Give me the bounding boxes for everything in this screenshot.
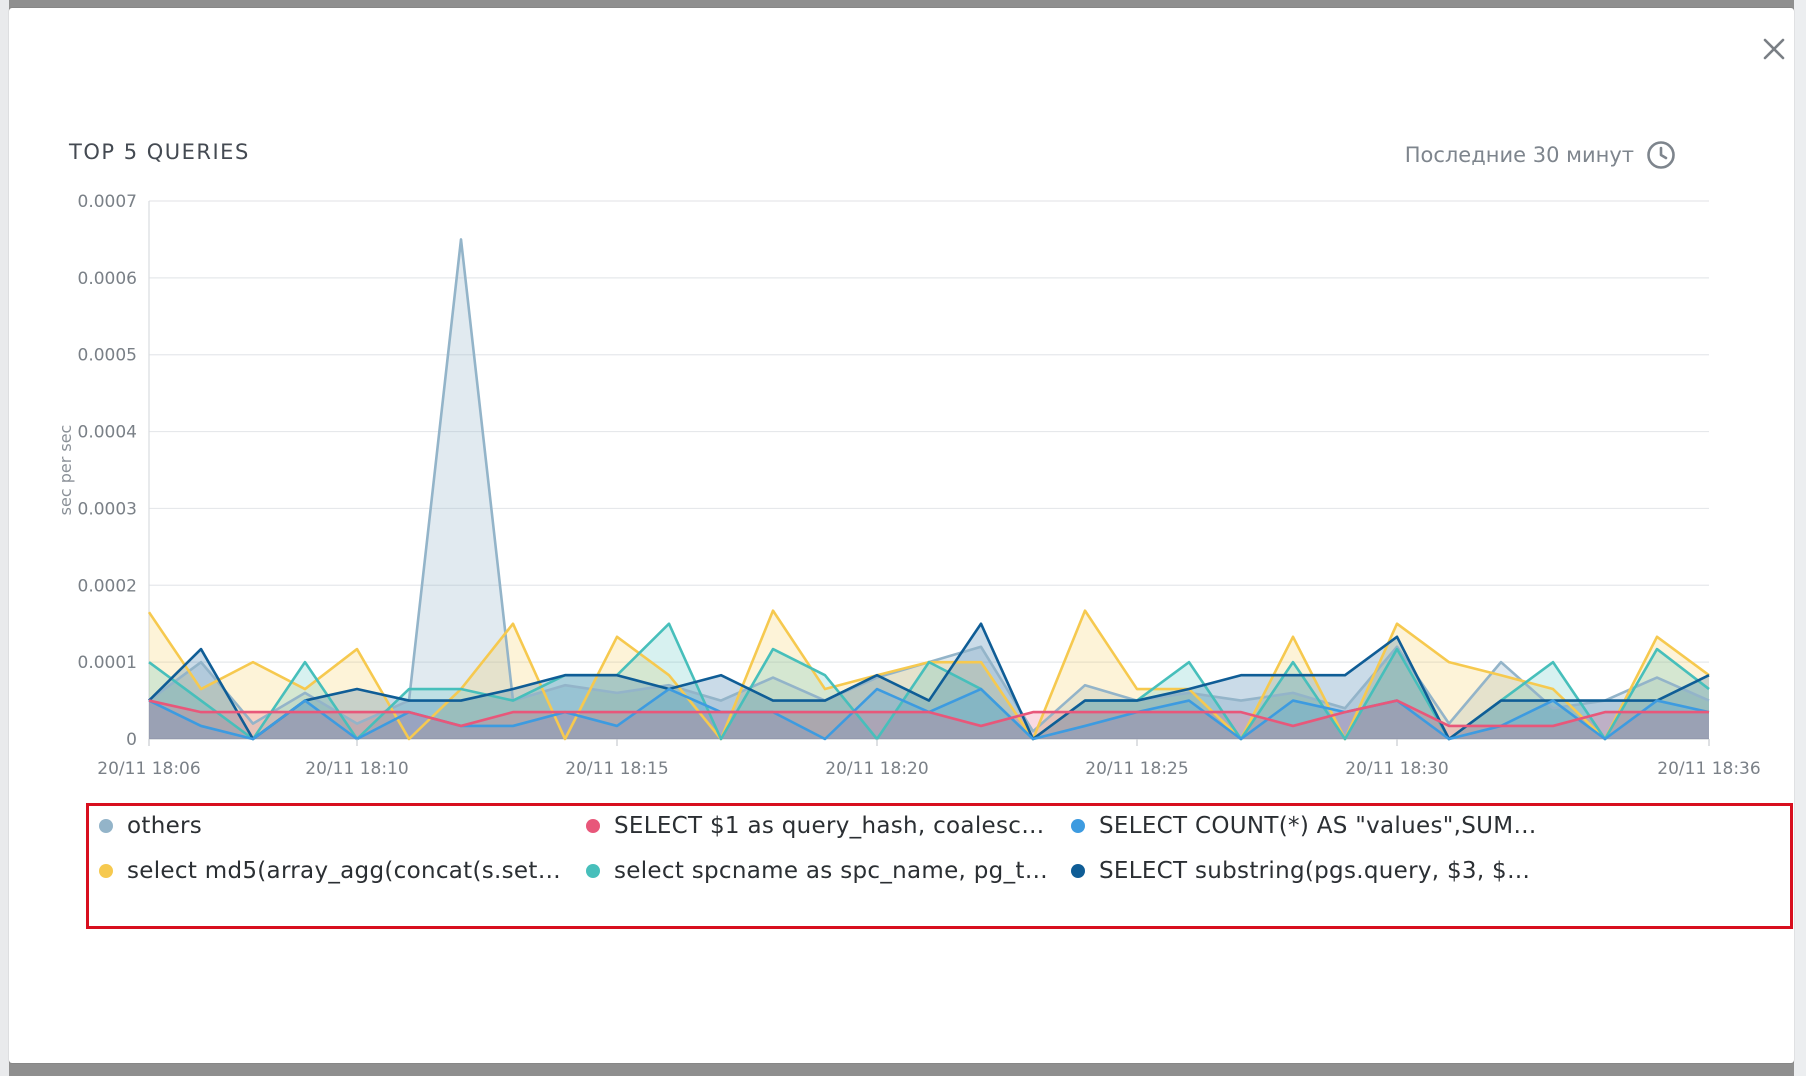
- legend-item[interactable]: SELECT $1 as query_hash, coalesce((se...: [586, 809, 1051, 843]
- backdrop-left-edge: [0, 0, 9, 1076]
- clock-icon: [1647, 141, 1675, 169]
- chart-legend: others SELECT $1 as query_hash, coalesce(…: [86, 803, 1793, 929]
- close-icon: [1763, 38, 1785, 60]
- backdrop-right-edge: [1794, 0, 1806, 1076]
- chart-modal: TOP 5 QUERIES Последние 30 минут 0 0.0001…: [9, 8, 1794, 1063]
- close-button[interactable]: [1757, 32, 1791, 66]
- legend-color-dot: [586, 864, 600, 878]
- series-line: [148, 699, 1709, 728]
- x-tick-label: 20/11 18:10: [305, 759, 408, 779]
- legend-label: SELECT COUNT(*) AS "values",SUM(CA...: [1099, 813, 1541, 839]
- y-tick-label: 0.0001: [78, 653, 137, 673]
- y-tick-label: 0.0002: [78, 576, 137, 596]
- y-tick-label: 0.0007: [78, 192, 137, 212]
- chart-series: [147, 238, 1710, 741]
- legend-label: select spcname as spc_name, pg_table...: [614, 858, 1051, 884]
- x-tick-label: 20/11 18:15: [565, 759, 668, 779]
- legend-color-dot: [99, 819, 113, 833]
- y-tick-label: 0.0004: [78, 423, 137, 443]
- x-tick-label: 20/11 18:30: [1345, 759, 1448, 779]
- y-tick-label: 0: [126, 730, 137, 750]
- series-area: [149, 623, 1709, 739]
- legend-label: SELECT substring(pgs.query, $3, $4) as..…: [1099, 858, 1541, 884]
- legend-color-dot: [1071, 819, 1085, 833]
- y-tick-label: 0.0003: [78, 499, 137, 519]
- legend-item[interactable]: SELECT substring(pgs.query, $3, $4) as..…: [1071, 854, 1541, 888]
- series-area: [149, 623, 1709, 739]
- time-range-selector[interactable]: Последние 30 минут: [1405, 140, 1676, 170]
- x-tick-label: 20/11 18:20: [825, 759, 928, 779]
- legend-label: SELECT $1 as query_hash, coalesce((se...: [614, 813, 1051, 839]
- time-range-label: Последние 30 минут: [1404, 143, 1634, 167]
- x-tick-label: 20/11 18:25: [1085, 759, 1188, 779]
- legend-item[interactable]: select md5(array_agg(concat(s.setting,..…: [99, 854, 564, 888]
- x-tick-label: 20/11 18:36: [1657, 759, 1760, 779]
- chart-axes: 0 0.0001 0.0002 0.0003 0.0004 0.0005 0.0006 0.0…: [56, 192, 1761, 779]
- x-tick-label: 20/11 18:06: [97, 759, 200, 779]
- y-axis-title: sec per sec: [56, 425, 75, 516]
- series-area: [149, 689, 1709, 739]
- legend-item[interactable]: others: [99, 809, 564, 843]
- legend-label: others: [127, 813, 203, 839]
- series-area: [149, 700, 1709, 739]
- legend-label: select md5(array_agg(concat(s.setting,..…: [127, 858, 564, 884]
- series-area: [149, 239, 1709, 739]
- legend-item[interactable]: SELECT COUNT(*) AS "values",SUM(CA...: [1071, 809, 1541, 843]
- legend-color-dot: [586, 819, 600, 833]
- y-tick-label: 0.0006: [78, 269, 137, 289]
- chart-title: TOP 5 QUERIES: [69, 140, 250, 164]
- chart-grid: [148, 200, 1709, 740]
- legend-color-dot: [99, 864, 113, 878]
- legend-item[interactable]: select spcname as spc_name, pg_table...: [586, 854, 1051, 888]
- y-tick-label: 0.0005: [78, 346, 137, 366]
- area-chart: 0 0.0001 0.0002 0.0003 0.0004 0.0005 0.0006 0.0…: [56, 192, 1761, 779]
- series-line: [148, 238, 1710, 733]
- legend-color-dot: [1071, 864, 1085, 878]
